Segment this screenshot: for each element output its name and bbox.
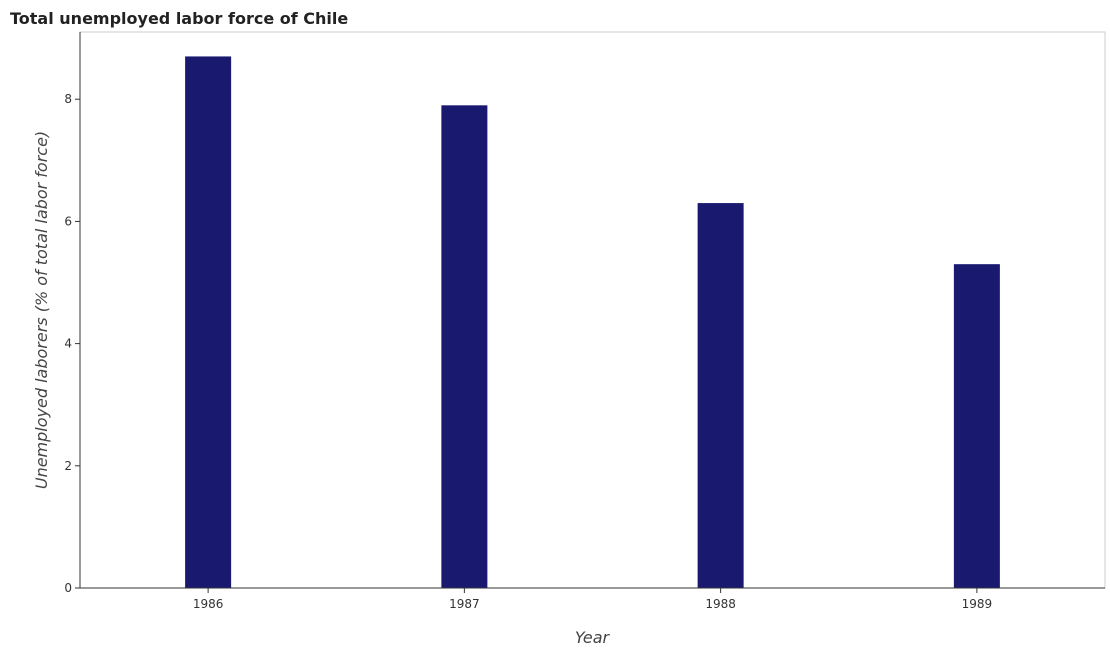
x-tick-label-1989: 1989 bbox=[962, 597, 993, 611]
x-ticks-group: 1986 1987 1988 1989 bbox=[193, 588, 992, 611]
y-tick-label-8: 8 bbox=[64, 92, 72, 106]
y-axis-label: Unemployed laborers (% of total labor fo… bbox=[32, 131, 51, 489]
y-tick-label-2: 2 bbox=[64, 459, 72, 473]
bars-group bbox=[185, 56, 1000, 589]
x-tick-label-1986: 1986 bbox=[193, 597, 224, 611]
x-tick-label-1987: 1987 bbox=[449, 597, 480, 611]
plot-frame bbox=[79, 31, 1106, 589]
bar-1986 bbox=[185, 56, 232, 588]
x-tick-label-1988: 1988 bbox=[705, 597, 736, 611]
y-tick-label-6: 6 bbox=[64, 214, 72, 228]
bar-1987 bbox=[441, 105, 488, 589]
y-ticks-group: 0 2 4 6 8 bbox=[64, 92, 80, 595]
y-tick-label-0: 0 bbox=[64, 581, 72, 595]
chart-title: Total unemployed labor force of Chile bbox=[10, 9, 348, 28]
bar-1988 bbox=[697, 203, 744, 589]
x-axis-label: Year bbox=[575, 628, 611, 647]
bar-1989 bbox=[953, 264, 1000, 588]
y-tick-label-4: 4 bbox=[64, 337, 72, 351]
